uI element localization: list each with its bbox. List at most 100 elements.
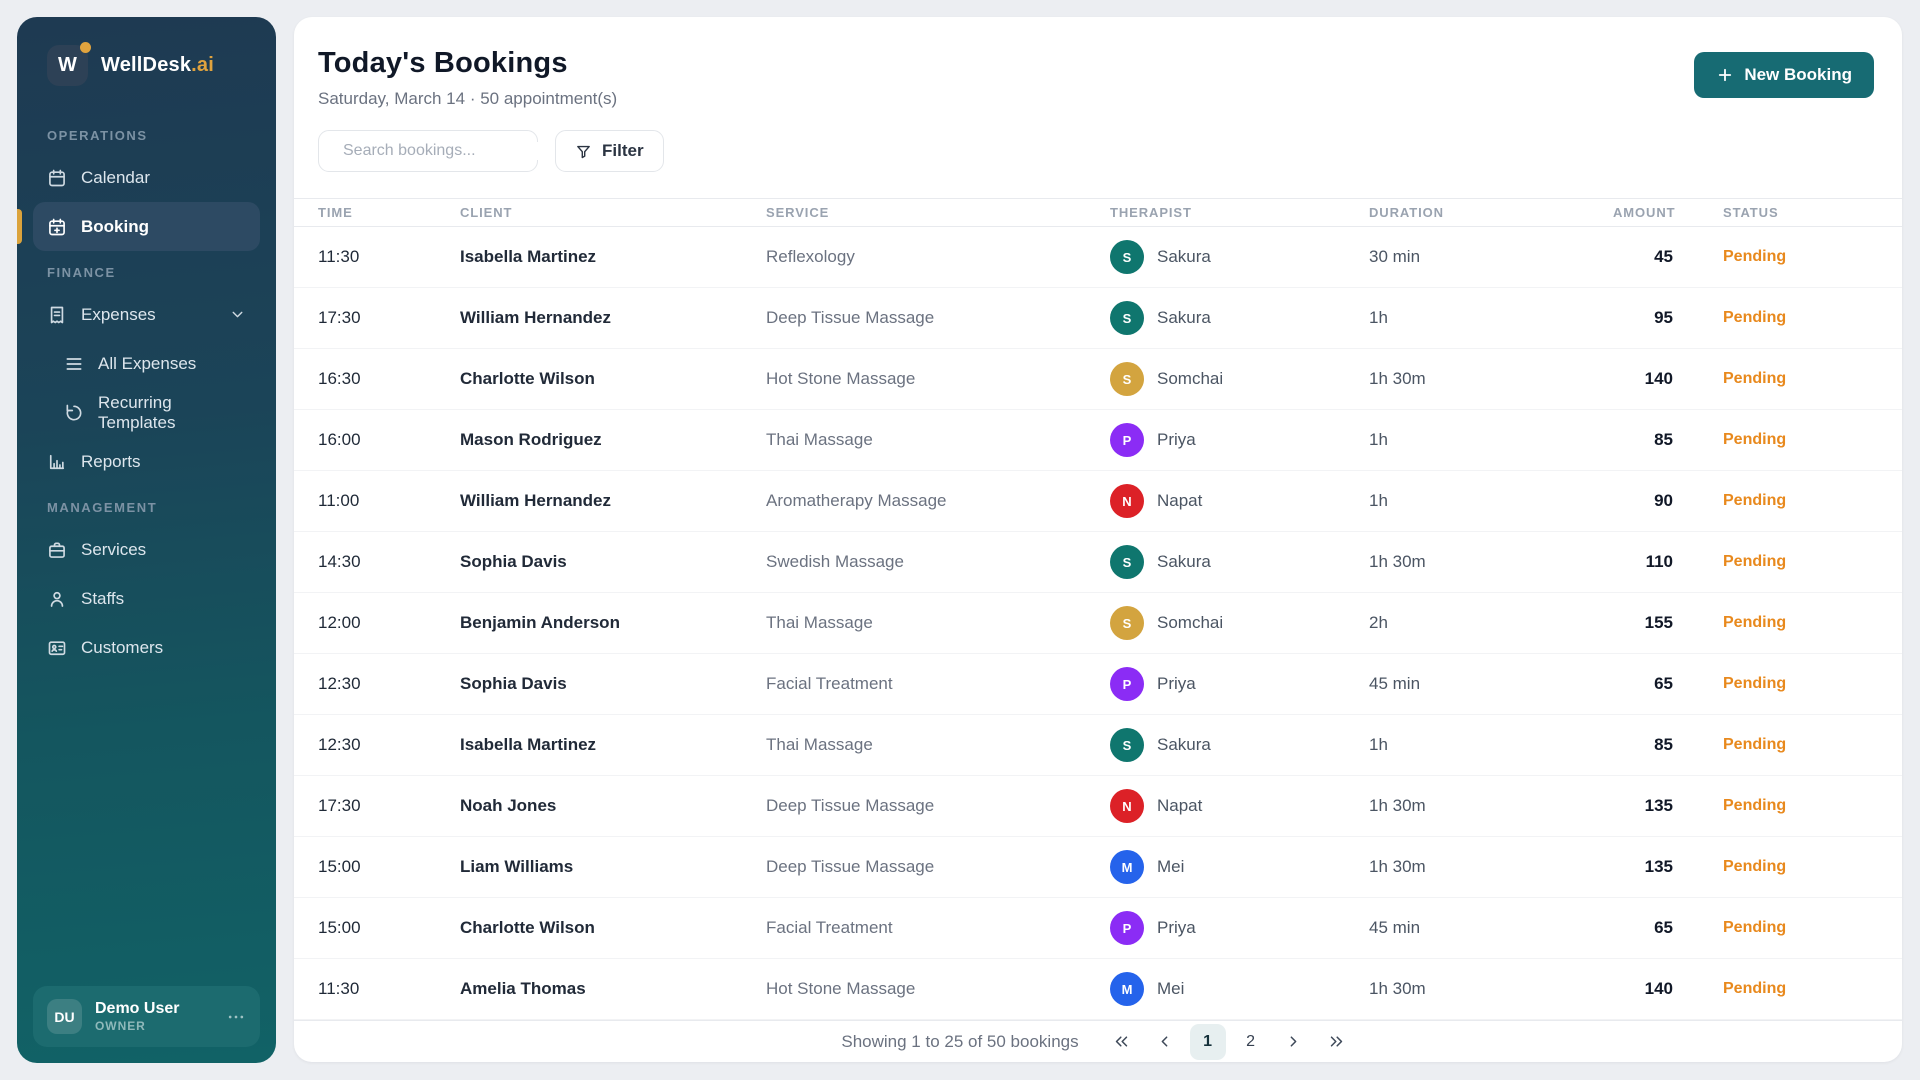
booking-duration: 1h 30m: [1369, 979, 1426, 999]
sidebar-item-label: Recurring Templates: [98, 392, 176, 432]
ellipsis-menu-icon[interactable]: [226, 1007, 246, 1027]
page-subtitle: Saturday, March 14 · 50 appointment(s): [318, 89, 618, 108]
therapist-name: Priya: [1157, 430, 1196, 450]
briefcase-icon: [47, 540, 67, 560]
chevron-right-icon: [1290, 1036, 1297, 1047]
sidebar-item-label: Reports: [81, 451, 141, 471]
client-name: Charlotte Wilson: [460, 369, 595, 389]
search-box[interactable]: [318, 130, 550, 172]
booking-amount: 45: [1654, 247, 1673, 267]
client-name: Charlotte Wilson: [460, 918, 595, 938]
column-header-duration: DURATION: [1369, 205, 1444, 221]
status-badge: Pending: [1723, 309, 1787, 327]
therapist-avatar: P: [1110, 667, 1144, 702]
therapist-avatar: S: [1110, 362, 1144, 397]
sidebar-item-customers[interactable]: Customers: [33, 623, 260, 672]
booking-time: 12:30: [318, 674, 361, 694]
page-header-text: Today's Bookings Saturday, March 14 · 50…: [318, 47, 617, 109]
table-row[interactable]: 16:00 Mason Rodriguez Thai Massage P Pri…: [294, 410, 1902, 472]
service-name: Thai Massage: [766, 430, 873, 450]
status-badge: Pending: [1723, 248, 1787, 266]
sidebar-item-booking[interactable]: Booking: [17, 202, 260, 251]
booking-time: 11:30: [318, 247, 360, 267]
user-card[interactable]: DU Demo User OWNER: [33, 986, 260, 1047]
table-row[interactable]: 15:00 Liam Williams Deep Tissue Massage …: [294, 837, 1902, 899]
table-row[interactable]: 11:30 Isabella Martinez Reflexology S Sa…: [294, 227, 1902, 289]
sidebar-item-label: Services: [81, 539, 147, 559]
table-row[interactable]: 17:30 William Hernandez Deep Tissue Mass…: [294, 288, 1902, 350]
next-page-button[interactable]: [1276, 1024, 1312, 1060]
search-input[interactable]: [343, 142, 550, 160]
brand: W WellDesk.ai: [17, 17, 276, 106]
chevron-down-icon[interactable]: [229, 306, 246, 323]
table-row[interactable]: 11:00 William Hernandez Aromatherapy Mas…: [294, 471, 1902, 533]
sidebar-item-label: Booking: [81, 216, 149, 236]
status-badge: Pending: [1723, 919, 1787, 937]
service-name: Reflexology: [766, 247, 855, 267]
sidebar-item-label: Calendar: [81, 167, 150, 187]
therapist-cell: N Napat: [1110, 789, 1369, 824]
first-page-button[interactable]: [1104, 1024, 1140, 1060]
booking-amount: 65: [1654, 918, 1673, 938]
column-header-client: CLIENT: [460, 205, 513, 221]
sidebar-item-services[interactable]: Services: [33, 525, 260, 574]
booking-amount: 135: [1644, 796, 1673, 816]
table-row[interactable]: 12:00 Benjamin Anderson Thai Massage S S…: [294, 593, 1902, 655]
therapist-cell: N Napat: [1110, 484, 1369, 519]
status-badge: Pending: [1723, 370, 1787, 388]
booking-duration: 2h: [1369, 613, 1388, 633]
table-row[interactable]: 14:30 Sophia Davis Swedish Massage S Sak…: [294, 532, 1902, 594]
table-row[interactable]: 15:00 Charlotte Wilson Facial Treatment …: [294, 898, 1902, 960]
last-page-button[interactable]: [1319, 1024, 1355, 1060]
brand-logo-letter: W: [58, 54, 77, 76]
booking-amount: 95: [1654, 308, 1673, 328]
table-row[interactable]: 17:30 Noah Jones Deep Tissue Massage N N…: [294, 776, 1902, 838]
brand-logo-dot: [80, 42, 91, 53]
booking-duration: 45 min: [1369, 918, 1421, 938]
table-row[interactable]: 11:30 Amelia Thomas Hot Stone Massage M …: [294, 959, 1902, 1021]
booking-duration: 1h 30m: [1369, 796, 1426, 816]
table-row[interactable]: 16:30 Charlotte Wilson Hot Stone Massage…: [294, 349, 1902, 411]
booking-time: 14:30: [318, 552, 361, 572]
booking-amount: 90: [1654, 491, 1673, 511]
booking-time: 15:00: [318, 918, 361, 938]
section-operations: OPERATIONS: [47, 128, 148, 143]
prev-page-button[interactable]: [1147, 1024, 1183, 1060]
therapist-avatar: S: [1110, 728, 1144, 763]
therapist-avatar: P: [1110, 423, 1144, 458]
column-header-time: TIME: [318, 205, 353, 221]
service-name: Aromatherapy Massage: [766, 491, 947, 511]
page-header: Today's Bookings Saturday, March 14 · 50…: [294, 17, 1902, 109]
sidebar-item-reports[interactable]: Reports: [33, 437, 260, 486]
status-badge: Pending: [1723, 980, 1787, 998]
service-name: Deep Tissue Massage: [766, 857, 935, 877]
sidebar-item-staffs[interactable]: Staffs: [33, 574, 260, 623]
sidebar-nav: OPERATIONS Calendar Booking FINANCE Expe…: [17, 106, 276, 986]
table-row[interactable]: 12:30 Isabella Martinez Thai Massage S S…: [294, 715, 1902, 777]
brand-suffix: .ai: [191, 54, 215, 76]
page-button-1[interactable]: 1: [1189, 1023, 1226, 1060]
sidebar-item-all-expenses[interactable]: All Expenses: [33, 339, 260, 388]
status-badge: Pending: [1723, 675, 1787, 693]
booking-time: 17:30: [318, 796, 361, 816]
sidebar-item-expenses[interactable]: Expenses: [33, 290, 260, 339]
page-button-2[interactable]: 2: [1233, 1024, 1269, 1060]
sidebar-item-calendar[interactable]: Calendar: [33, 153, 260, 202]
service-name: Hot Stone Massage: [766, 369, 916, 389]
sidebar-item-recurring-templates[interactable]: Recurring Templates: [33, 388, 260, 437]
table-row[interactable]: 12:30 Sophia Davis Facial Treatment P Pr…: [294, 654, 1902, 716]
service-name: Thai Massage: [766, 735, 873, 755]
client-name: William Hernandez: [460, 491, 611, 511]
new-booking-button[interactable]: New Booking: [1694, 52, 1874, 98]
list-icon: [64, 354, 84, 374]
booking-time: 12:30: [318, 735, 361, 755]
client-name: Noah Jones: [460, 796, 557, 816]
filter-button[interactable]: Filter: [555, 130, 664, 172]
therapist-name: Sakura: [1157, 308, 1211, 328]
service-name: Facial Treatment: [766, 674, 893, 694]
booking-duration: 1h: [1369, 735, 1388, 755]
sidebar-item-label: Expenses: [81, 304, 156, 324]
therapist-avatar: N: [1110, 484, 1144, 519]
booking-amount: 65: [1654, 674, 1673, 694]
table-body: 11:30 Isabella Martinez Reflexology S Sa…: [294, 227, 1902, 1021]
